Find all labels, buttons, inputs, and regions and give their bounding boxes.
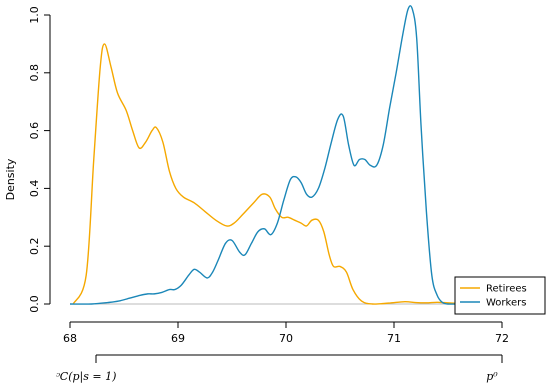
- legend-box: [454, 276, 546, 315]
- plot-area: [69, 5, 502, 305]
- annotation-left-label: ᵓC(p|s = 1): [56, 370, 116, 384]
- series-layer: [69, 5, 459, 305]
- legend: Retirees Workers: [454, 276, 546, 315]
- y-axis: 0.0 0.2 0.4 0.6 0.8 1.0: [28, 6, 51, 313]
- y-axis-title: Density: [4, 158, 17, 200]
- y-tick-label: 0.8: [28, 64, 41, 82]
- series-line-workers: [69, 5, 457, 305]
- y-tick-label: 1.0: [28, 6, 41, 24]
- y-tick-label: 0.2: [28, 237, 41, 255]
- legend-label-retirees: Retirees: [486, 284, 527, 295]
- y-tick-label: 0.6: [28, 122, 41, 140]
- annotation-right-label: p⁰: [486, 370, 498, 383]
- x-axis: 68 69 70 71 72: [63, 321, 509, 345]
- annotation-axis: ᵓC(p|s = 1) p⁰: [56, 354, 503, 384]
- y-tick-label: 0.0: [28, 295, 41, 313]
- x-tick-label: 72: [495, 332, 509, 345]
- x-tick-label: 71: [387, 332, 401, 345]
- series-line-retirees: [72, 43, 459, 305]
- y-tick-label: 0.4: [28, 180, 41, 198]
- x-tick-label: 70: [279, 332, 293, 345]
- x-tick-label: 69: [171, 332, 185, 345]
- legend-label-workers: Workers: [486, 298, 526, 309]
- x-tick-label: 68: [63, 332, 77, 345]
